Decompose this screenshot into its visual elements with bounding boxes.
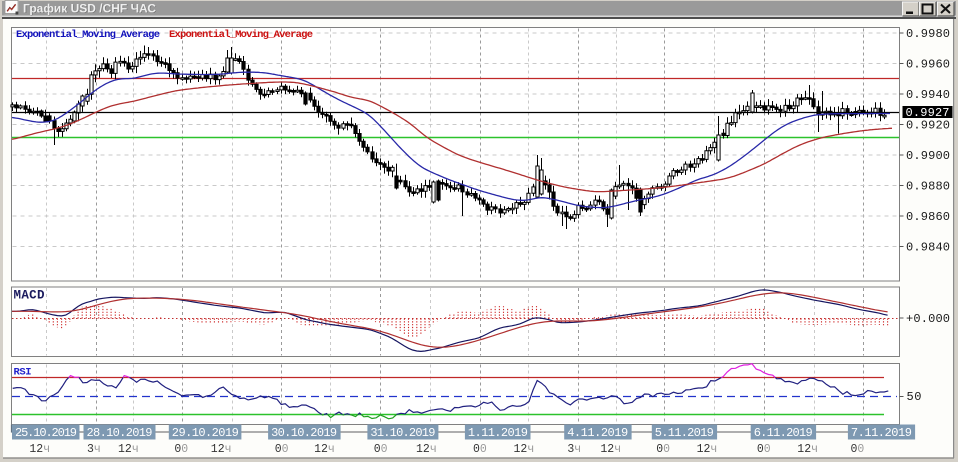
svg-text:12ч: 12ч	[514, 443, 535, 456]
svg-text:00: 00	[757, 443, 771, 456]
svg-text:31.10.2019: 31.10.2019	[370, 426, 435, 440]
svg-text:12ч: 12ч	[600, 443, 621, 456]
svg-text:Exponential_Moving_Average: Exponential_Moving_Average	[169, 29, 313, 41]
svg-text:4.11.2019: 4.11.2019	[567, 426, 628, 440]
svg-text:00: 00	[473, 443, 487, 456]
svg-text:0.9880: 0.9880	[906, 180, 950, 194]
svg-text:RSI: RSI	[14, 367, 32, 379]
svg-text:00: 00	[174, 443, 188, 456]
svg-text:50: 50	[907, 390, 922, 404]
svg-text:0.9960: 0.9960	[906, 58, 950, 72]
svg-text:00: 00	[656, 443, 670, 456]
svg-text:12ч: 12ч	[697, 443, 718, 456]
svg-text:12ч: 12ч	[797, 443, 818, 456]
svg-text:Exponential_Moving_Average: Exponential_Moving_Average	[16, 29, 160, 41]
svg-text:5.11.2019: 5.11.2019	[655, 426, 714, 440]
svg-text:12ч: 12ч	[211, 443, 232, 456]
svg-text:12ч: 12ч	[118, 443, 139, 456]
svg-text:29.10.2019: 29.10.2019	[172, 426, 239, 440]
svg-text:0.9860: 0.9860	[906, 210, 950, 224]
svg-text:0.9920: 0.9920	[906, 119, 950, 133]
svg-text:0.9980: 0.9980	[906, 27, 950, 41]
svg-text:График USD /CHF ЧАС: График USD /CHF ЧАС	[24, 2, 157, 16]
svg-text:3ч: 3ч	[87, 443, 101, 456]
svg-text:MACD: MACD	[14, 289, 45, 303]
svg-text:00: 00	[275, 443, 289, 456]
svg-text:+0.000: +0.000	[906, 312, 950, 326]
svg-text:3ч: 3ч	[567, 443, 581, 456]
svg-text:6.11.2019: 6.11.2019	[754, 426, 813, 440]
svg-text:График USD /CHF ЧАС: График USD /CHF ЧАС	[23, 2, 156, 16]
svg-text:12ч: 12ч	[29, 443, 50, 456]
svg-text:0.9927: 0.9927	[906, 106, 950, 120]
svg-text:7.11.2019: 7.11.2019	[851, 426, 912, 440]
svg-text:0.9900: 0.9900	[906, 149, 950, 163]
svg-text:00: 00	[851, 443, 865, 456]
svg-text:30.10.2019: 30.10.2019	[271, 426, 337, 440]
svg-text:0.9940: 0.9940	[906, 88, 950, 102]
svg-text:28.10.2019: 28.10.2019	[87, 426, 153, 440]
svg-text:25.10.2019: 25.10.2019	[15, 426, 77, 440]
svg-text:12ч: 12ч	[416, 443, 437, 456]
svg-text:1.11.2019: 1.11.2019	[468, 426, 528, 440]
svg-text:0.9840: 0.9840	[906, 241, 950, 255]
svg-text:00: 00	[374, 443, 388, 456]
svg-text:12ч: 12ч	[314, 443, 335, 456]
